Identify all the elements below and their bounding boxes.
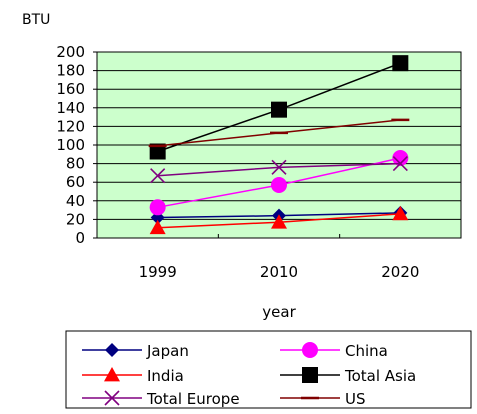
data-point (271, 176, 287, 193)
legend-label: US (345, 390, 366, 408)
data-point (150, 168, 166, 184)
legend-marker (302, 342, 318, 358)
data-point (392, 205, 409, 221)
series-layer (148, 55, 410, 235)
x-marker-stroke (150, 168, 166, 184)
series-total-asia (149, 55, 409, 160)
y-axis-label: BTU (22, 12, 50, 28)
y-tick-label: 120 (56, 117, 85, 135)
series-total-europe (150, 156, 408, 184)
x-axis-ticks: 1999 2010 2020 (96, 234, 462, 281)
legend-marker (104, 390, 120, 406)
x-marker-stroke (271, 159, 287, 175)
legend-marker (104, 367, 120, 382)
data-point (271, 159, 287, 175)
legend-label: Total Europe (146, 390, 240, 408)
series-china (149, 150, 409, 216)
y-tick-label: 180 (56, 62, 85, 80)
legend-marker (105, 343, 119, 357)
legend-label: Japan (146, 342, 189, 360)
legend-label: India (147, 367, 184, 385)
y-tick-label: 40 (66, 192, 85, 210)
legend-item: US (280, 390, 366, 408)
x-tick-label: 2020 (381, 263, 419, 281)
y-tick-label: 0 (75, 229, 85, 247)
legend-item: Japan (82, 342, 189, 360)
y-tick-label: 60 (66, 173, 85, 191)
y-tick-label: 20 (66, 210, 85, 228)
data-point (149, 219, 166, 235)
legend-item: Total Europe (82, 390, 240, 408)
data-point (392, 156, 408, 172)
series-india (149, 205, 409, 235)
legend-items: Japan China India Total Asia Total Europe US (82, 342, 416, 408)
data-point (392, 150, 409, 167)
y-tick-label: 140 (56, 99, 85, 117)
data-point (271, 101, 287, 118)
legend (65, 330, 472, 409)
y-tick-label: 100 (56, 136, 85, 154)
data-point (149, 143, 166, 160)
data-point (149, 199, 166, 216)
legend-item: China (280, 342, 388, 360)
x-marker-stroke (104, 390, 120, 406)
data-point (392, 55, 409, 72)
x-tick-label: 1999 (139, 263, 177, 281)
legend-marker (302, 367, 318, 383)
x-tick-label: 2010 (260, 263, 298, 281)
legend-label: Total Asia (344, 367, 416, 385)
y-tick-label: 200 (56, 43, 85, 61)
x-axis-label: year (262, 303, 296, 321)
y-tick-label: 80 (66, 155, 85, 173)
x-marker-stroke (392, 156, 408, 172)
legend-label: China (345, 342, 388, 360)
series-us (148, 118, 410, 148)
legend-item: Total Asia (280, 367, 416, 385)
y-tick-label: 160 (56, 80, 85, 98)
data-point (271, 214, 287, 229)
legend-item: India (82, 367, 184, 385)
